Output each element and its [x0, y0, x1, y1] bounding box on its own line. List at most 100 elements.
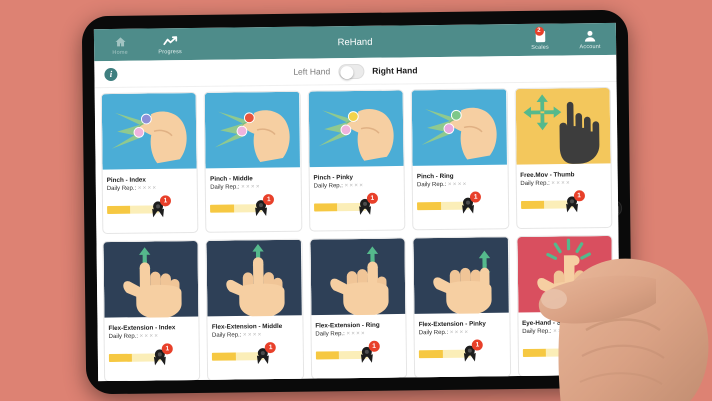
progress-row: 1: [313, 192, 401, 216]
exercise-card-body: Flex-Extension - Ring Daily Rep.: ×××× 1: [311, 318, 406, 378]
daily-rep-label: Daily Rep.:: [315, 330, 345, 338]
exercise-title: Free.Mov - Thumb: [520, 171, 575, 180]
daily-rep-row: Daily Rep.: ××××: [210, 183, 296, 191]
daily-rep-label: Daily Rep.:: [210, 183, 240, 191]
exercise-card[interactable]: Free.Mov - Thumb Daily Rep.: ×××× 1: [514, 86, 613, 230]
progress-row: 1: [210, 194, 297, 218]
progress-fill: [107, 205, 131, 215]
exercise-title: Pinch - Pinky: [313, 174, 354, 182]
medal-icon[interactable]: 1: [358, 340, 380, 364]
exercise-illustration: [517, 235, 613, 317]
nav-account-label: Account: [579, 43, 601, 50]
hand-toggle-switch[interactable]: [338, 63, 365, 79]
home-icon: [113, 34, 126, 48]
exercise-card[interactable]: Flex-Extension - Pinky Daily Rep.: ×××× …: [412, 236, 511, 379]
medal-count: 1: [161, 343, 173, 355]
top-bar-left-group: Home Progress: [102, 34, 188, 56]
progress-fill: [520, 200, 545, 210]
daily-rep-row: Daily Rep.: ××××: [417, 181, 503, 188]
medal-count: 1: [265, 341, 277, 354]
exercise-illustration: [206, 239, 303, 321]
exercise-title: Pinch - Ring: [416, 172, 454, 181]
medal-icon[interactable]: 1: [462, 339, 484, 363]
left-hand-label[interactable]: Left Hand: [293, 66, 331, 77]
daily-rep-value: ××××: [242, 331, 263, 338]
exercise-illustration: [413, 237, 509, 318]
medal-count: 1: [366, 192, 378, 204]
exercise-title: Pinch - Index: [106, 176, 146, 185]
nav-progress-label: Progress: [158, 48, 182, 55]
progress-fill: [419, 349, 443, 359]
medal-count: 1: [263, 194, 275, 206]
clipboard-icon: 2: [534, 26, 545, 43]
exercise-title: Flex-Extension - Index: [108, 324, 176, 333]
medal-icon[interactable]: 1: [253, 194, 275, 217]
exercise-card-body: Pinch - Pinky Daily Rep.: ×××× 1: [309, 170, 404, 230]
app-top-bar: Home Progress ReHand: [93, 22, 617, 62]
nav-account[interactable]: Account: [572, 28, 608, 50]
progress-row: 1: [417, 191, 504, 215]
nav-progress[interactable]: Progress: [152, 34, 188, 55]
medal-icon[interactable]: 1: [255, 341, 277, 365]
tablet-device: Home Progress ReHand: [81, 9, 633, 395]
daily-rep-label: Daily Rep.:: [416, 181, 447, 188]
exercise-card[interactable]: Pinch - Ring Daily Rep.: ×××× 1: [410, 88, 509, 231]
exercise-illustration: [411, 89, 508, 170]
exercise-illustration: [103, 240, 199, 322]
medal-icon[interactable]: 1: [152, 343, 173, 367]
medal-icon[interactable]: 1: [357, 192, 378, 216]
nav-scales[interactable]: 2 Scales: [522, 26, 558, 50]
daily-rep-value: ××××: [139, 332, 160, 340]
exercise-card[interactable]: Eye-Hand - Simple Daily Rep.: ×××× 1: [516, 234, 615, 378]
progress-row: 1: [520, 190, 608, 214]
medal-icon[interactable]: 1: [565, 338, 587, 361]
exercise-card[interactable]: Flex-Extension - Index Daily Rep.: ×××× …: [102, 239, 201, 382]
exercise-title: Pinch - Middle: [210, 175, 253, 183]
medal-count: 1: [471, 339, 484, 351]
exercise-title: Flex-Extension - Middle: [211, 322, 283, 331]
daily-rep-label: Daily Rep.:: [108, 333, 139, 340]
exercise-card-body: Flex-Extension - Middle Daily Rep.: ××××…: [208, 320, 303, 380]
exercise-card-body: Pinch - Index Daily Rep.: ×××× 1: [103, 173, 198, 233]
medal-count: 1: [575, 338, 587, 350]
exercise-illustration: [101, 92, 197, 174]
progress-fill: [210, 204, 234, 213]
medal-count: 1: [470, 191, 482, 203]
progress-fill: [212, 352, 236, 361]
progress-row: 1: [419, 339, 506, 363]
exercise-illustration: [515, 87, 611, 169]
daily-rep-row: Daily Rep.: ××××: [212, 331, 298, 339]
daily-rep-label: Daily Rep.:: [522, 328, 552, 335]
exercise-illustration: [310, 238, 406, 319]
exercise-title: Flex-Extension - Ring: [315, 321, 380, 330]
medal-icon[interactable]: 1: [150, 195, 172, 219]
exercise-grid: Pinch - Index Daily Rep.: ×××× 1: [94, 81, 621, 382]
progress-fill: [313, 203, 338, 212]
exercise-card[interactable]: Pinch - Index Daily Rep.: ×××× 1: [100, 91, 199, 235]
daily-rep-row: Daily Rep.: ××××: [520, 179, 606, 187]
daily-rep-row: Daily Rep.: ××××: [522, 327, 608, 335]
medal-icon[interactable]: 1: [460, 191, 482, 215]
exercise-illustration: [308, 90, 404, 171]
exercise-card[interactable]: Flex-Extension - Middle Daily Rep.: ××××…: [205, 238, 304, 381]
medal-count: 1: [573, 190, 585, 202]
medal-count: 1: [159, 195, 172, 207]
daily-rep-value: ××××: [137, 184, 158, 192]
medal-icon[interactable]: 1: [563, 190, 585, 214]
progress-fill: [417, 201, 441, 211]
nav-home[interactable]: Home: [102, 34, 138, 55]
tablet-screen: Home Progress ReHand: [93, 22, 621, 382]
medal-count: 1: [368, 340, 380, 352]
daily-rep-label: Daily Rep.:: [520, 180, 550, 187]
progress-row: 1: [315, 340, 403, 364]
daily-rep-row: Daily Rep.: ××××: [315, 330, 401, 337]
toggle-knob: [340, 65, 354, 79]
info-icon[interactable]: i: [104, 67, 118, 81]
exercise-card[interactable]: Pinch - Middle Daily Rep.: ×××× 1: [204, 90, 303, 233]
exercise-card[interactable]: Pinch - Pinky Daily Rep.: ×××× 1: [307, 89, 406, 232]
exercise-card[interactable]: Flex-Extension - Ring Daily Rep.: ×××× 1: [309, 237, 408, 380]
right-hand-label[interactable]: Right Hand: [372, 65, 418, 76]
hand-selector: Left Hand Right Hand: [94, 60, 616, 81]
exercise-card-body: Pinch - Middle Daily Rep.: ×××× 1: [206, 172, 301, 232]
